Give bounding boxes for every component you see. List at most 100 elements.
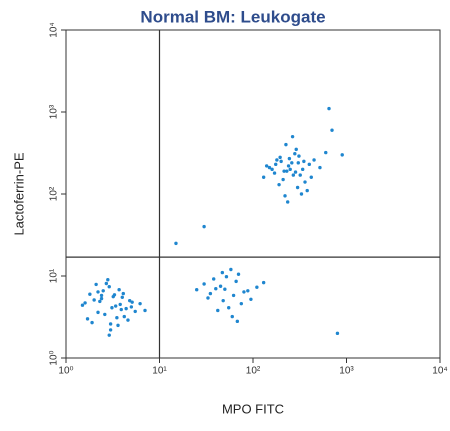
data-point [202, 224, 206, 229]
data-point [290, 161, 294, 165]
data-point [286, 164, 291, 168]
data-point [115, 316, 119, 320]
chart-title: Normal BM: Leukogate [140, 7, 325, 26]
data-point [279, 159, 283, 164]
data-point [261, 175, 266, 179]
data-point [296, 161, 300, 165]
data-point [143, 308, 147, 313]
data-point [340, 153, 344, 157]
data-point [90, 320, 94, 325]
data-point [297, 154, 301, 158]
data-point [234, 279, 238, 284]
data-point [299, 192, 304, 196]
data-point [274, 162, 278, 167]
data-point [278, 155, 282, 160]
data-point [255, 285, 259, 289]
data-point [202, 282, 206, 286]
data-point [282, 169, 286, 173]
data-point [335, 331, 340, 336]
data-point [218, 284, 223, 288]
data-point [272, 171, 277, 175]
data-point [129, 305, 134, 309]
data-point [318, 165, 322, 170]
data-point [96, 290, 100, 294]
data-point [283, 194, 287, 198]
data-point [227, 306, 231, 310]
data-point [83, 301, 87, 305]
data-point [275, 158, 279, 162]
x-tick-label: 10⁴ [432, 366, 447, 377]
data-point [130, 300, 134, 304]
data-point [216, 308, 220, 313]
data-point [174, 241, 178, 246]
data-point [116, 323, 120, 328]
data-point [239, 301, 244, 306]
data-point [80, 303, 85, 307]
data-point [94, 282, 98, 287]
data-point [212, 277, 216, 281]
data-point [99, 296, 104, 301]
x-tick-label: 10³ [339, 366, 354, 377]
data-point [220, 270, 225, 275]
data-point [85, 317, 90, 321]
data-point [107, 333, 111, 337]
data-point [138, 301, 142, 306]
data-point [208, 291, 213, 296]
data-point [122, 314, 126, 319]
data-point [235, 319, 240, 324]
data-point [291, 173, 296, 177]
data-point [88, 292, 92, 296]
data-point [270, 167, 274, 172]
y-tick-label: 10² [49, 186, 60, 201]
data-point [119, 307, 123, 312]
data-point [126, 318, 130, 322]
data-point [285, 169, 289, 173]
data-point [195, 288, 199, 292]
data-point [230, 314, 234, 319]
data-point [242, 290, 246, 294]
x-axis-label: MPO FITC [222, 401, 284, 416]
data-point [229, 267, 233, 272]
data-point [305, 188, 309, 193]
data-point [312, 158, 316, 162]
data-point [267, 165, 272, 170]
data-point [261, 280, 266, 285]
data-point [117, 288, 121, 292]
data-point [103, 312, 107, 317]
data-point [124, 306, 128, 311]
data-point [303, 180, 307, 184]
x-tick-label: 10⁰ [58, 366, 73, 377]
data-point [121, 291, 125, 296]
data-point [127, 298, 132, 303]
data-point [96, 310, 100, 315]
data-point [214, 287, 218, 291]
data-point [98, 299, 102, 304]
data-point [224, 275, 229, 279]
data-point [107, 285, 111, 289]
data-point [281, 177, 285, 182]
data-point [295, 185, 300, 190]
data-point [221, 298, 225, 303]
data-point [101, 289, 105, 293]
data-point [111, 294, 115, 299]
y-axis-label: Lactoferrin-PE [11, 152, 26, 235]
data-point [236, 272, 241, 276]
data-point [284, 142, 288, 147]
data-point [327, 106, 331, 111]
y-tick-label: 10³ [49, 104, 60, 119]
data-point [118, 302, 122, 307]
data-point [99, 293, 104, 298]
data-point [302, 159, 306, 164]
data-point [108, 322, 113, 326]
y-tick-label: 10¹ [49, 268, 60, 283]
data-point [110, 306, 114, 310]
data-point [324, 150, 328, 155]
data-point [249, 297, 253, 301]
data-point [298, 173, 302, 177]
data-point [287, 156, 292, 161]
data-point [264, 164, 269, 168]
data-point [293, 170, 298, 174]
data-point [223, 287, 227, 291]
